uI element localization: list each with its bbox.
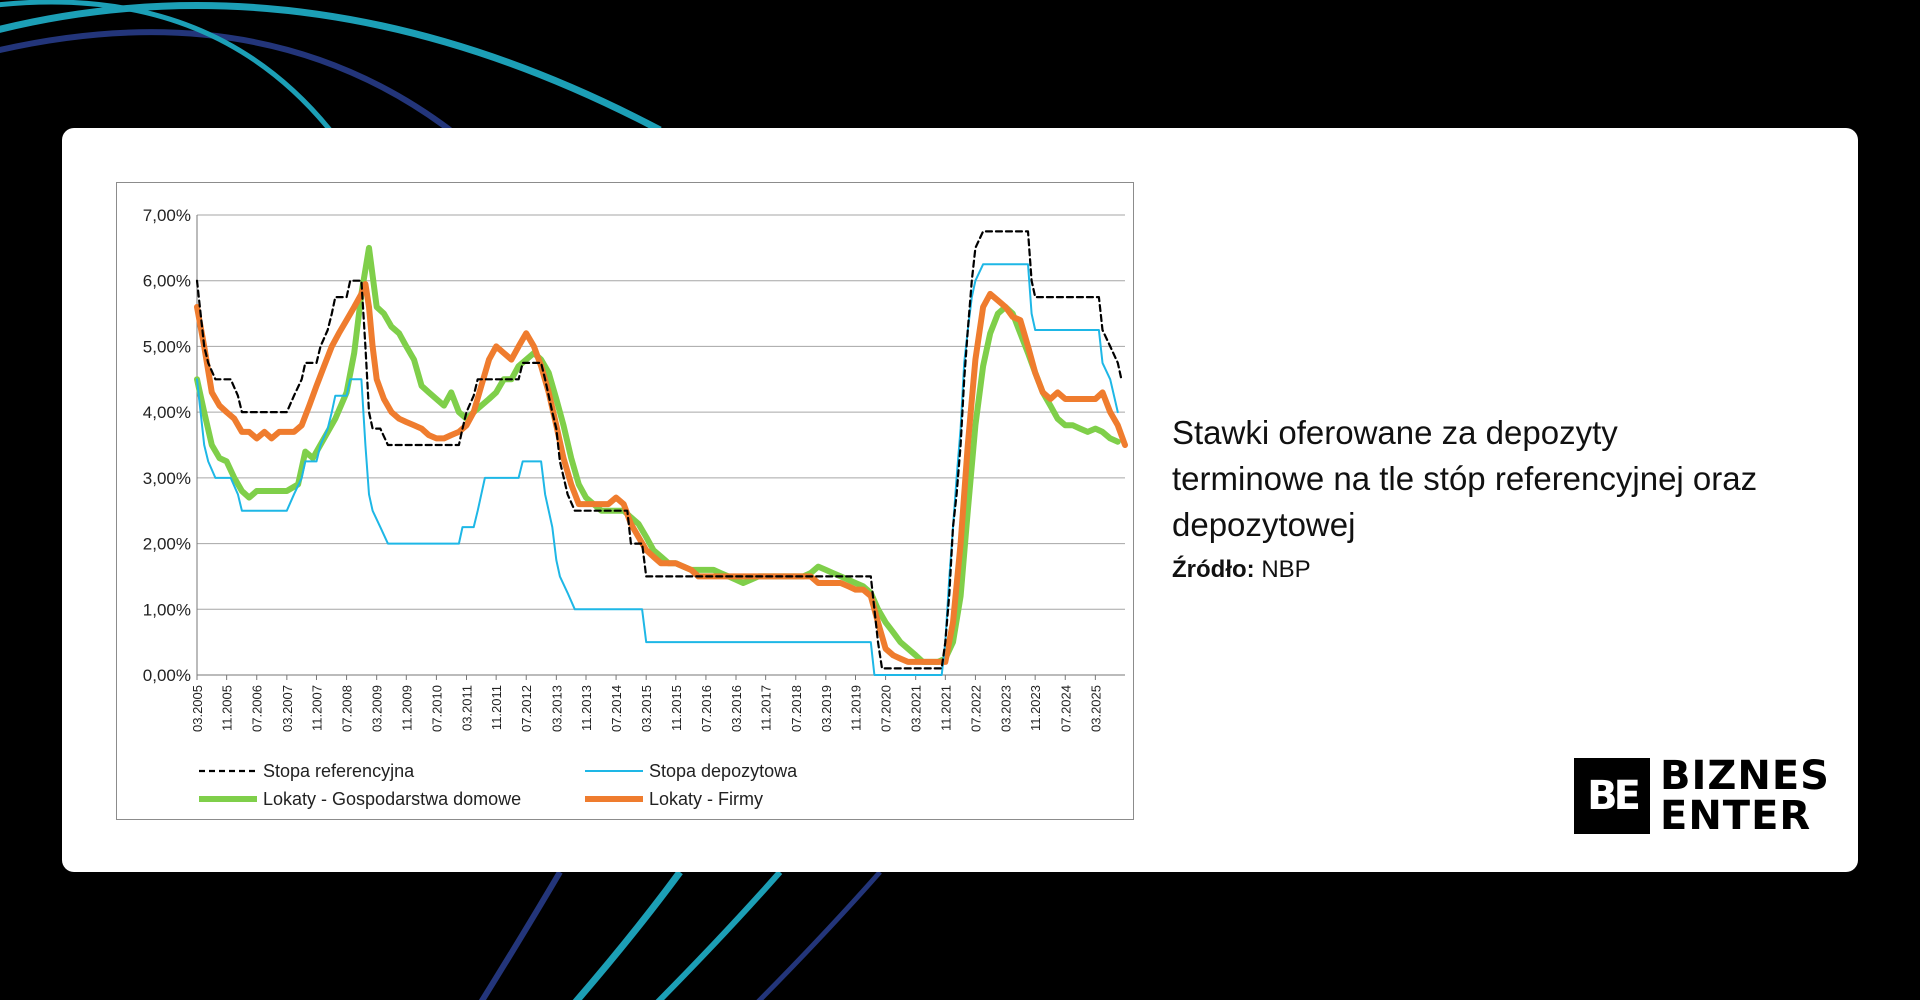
x-tick-label: 03.2021 [909,685,924,732]
x-tick-label: 11.2007 [309,685,324,731]
caption: Stawki oferowane za depozyty terminowe n… [1172,410,1772,584]
chart-frame: 0,00% 1,00% 2,00% 3,00% 4,00% 5,00% 6,00% 7,00%… [116,182,1134,820]
x-tick-label: 03.2019 [819,685,834,732]
y-tick-label: 3,00% [143,469,191,488]
x-tick-label: 03.2016 [729,685,744,732]
bg-arc-6 [756,870,882,1000]
bg-arc-2 [0,0,332,132]
x-tick-label: 03.2015 [639,685,654,732]
x-tick-label: 11.2013 [579,685,594,731]
legend-label-3: Lokaty - Firmy [649,789,763,809]
x-tick-label: 07.2014 [609,685,624,732]
caption-title: Stawki oferowane za depozyty terminowe n… [1172,414,1758,543]
y-tick-label: 6,00% [143,272,191,291]
x-tick-label: 11.2021 [938,685,953,731]
series-line-0 [195,230,1123,670]
logo-line-2: ENTER [1660,793,1812,839]
caption-source: Źródło: NBP [1172,556,1772,584]
x-tick-label: 11.2017 [759,685,774,731]
series-line-3 [194,281,1128,665]
x-tick-label: 07.2020 [879,685,894,732]
x-tick-label: 11.2005 [220,685,235,731]
x-tick-label: 03.2009 [370,685,385,732]
x-tick-label: 03.2013 [549,685,564,732]
x-tick-label: 03.2023 [999,685,1014,732]
x-tick-label: 07.2008 [340,685,355,732]
deposit-rates-chart: 0,00% 1,00% 2,00% 3,00% 4,00% 5,00% 6,00% 7,00%… [143,206,1128,809]
x-tick-label: 07.2006 [250,685,265,732]
x-tick-label: 11.2019 [848,685,863,731]
x-tick-label: 11.2023 [1028,685,1043,731]
source-label: Źródło: [1172,556,1255,583]
bg-arc-0 [0,2,662,134]
x-tick-label: 07.2016 [699,685,714,732]
x-tick-label: 07.2012 [519,685,534,732]
logo-wordmark: BIZNES ENTER [1660,756,1830,836]
x-tick-label: 07.2018 [789,685,804,732]
x-tick-label: 11.2009 [399,685,414,731]
x-tick-label: 07.2024 [1058,685,1073,732]
bg-arc-3 [478,870,563,1000]
x-tick-label: 03.2007 [280,685,295,732]
y-tick-label: 1,00% [143,600,191,619]
bg-arc-1 [0,29,452,133]
legend-label-2: Lokaty - Gospodarstwa domowe [263,789,521,809]
y-tick-label: 5,00% [143,337,191,356]
x-tick-label: 11.2011 [489,685,504,730]
legend-label-1: Stopa depozytowa [649,761,798,781]
x-tick-label: 07.2022 [968,685,983,732]
y-tick-label: 4,00% [143,403,191,422]
legend-label-0: Stopa referencyjna [263,761,415,781]
x-tick-label: 03.2005 [190,685,205,732]
logo-mark: BE [1574,758,1650,834]
x-tick-label: 07.2010 [429,685,444,732]
y-tick-label: 2,00% [143,535,191,554]
x-tick-label: 03.2025 [1088,685,1103,732]
content-card: 0,00% 1,00% 2,00% 3,00% 4,00% 5,00% 6,00% 7,00%… [62,128,1858,872]
y-tick-label: 7,00% [143,206,191,225]
bg-arc-5 [655,870,783,1000]
logo-line-1: BIZNES [1660,753,1830,799]
bg-arc-4 [572,869,683,1000]
x-tick-label: 11.2015 [669,685,684,731]
source-value: NBP [1261,556,1311,583]
y-tick-label: 0,00% [143,666,191,685]
biznes-enter-logo: BE BIZNES ENTER [1574,756,1830,836]
x-tick-label: 03.2011 [460,685,475,731]
